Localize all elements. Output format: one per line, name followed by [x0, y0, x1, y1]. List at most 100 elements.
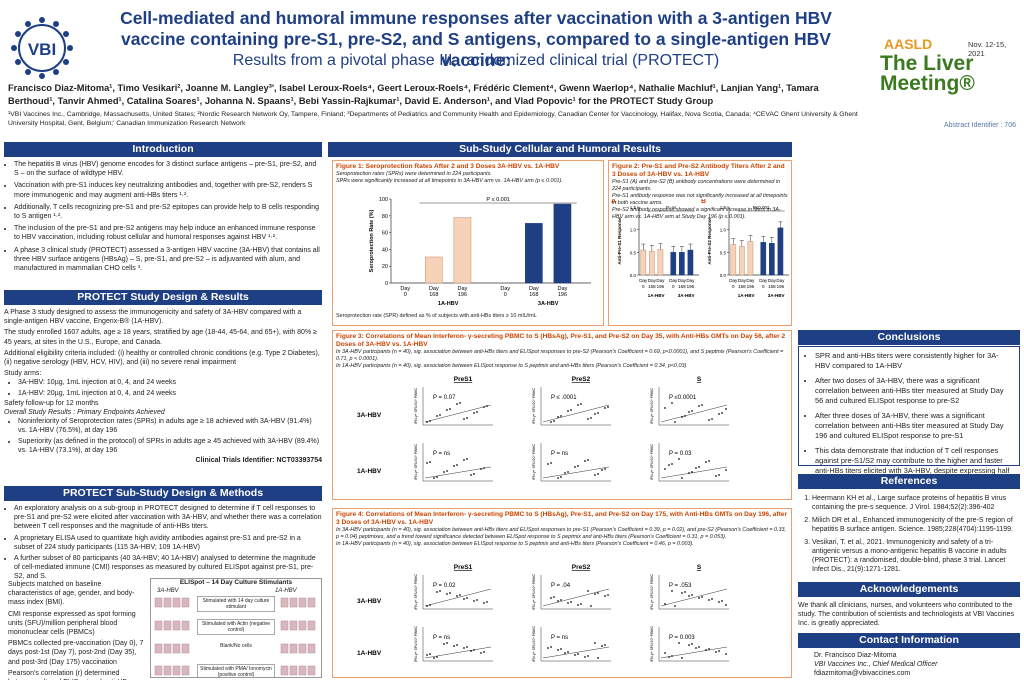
p-value-label: P ≤0.0001 — [669, 395, 697, 401]
data-point — [429, 604, 431, 606]
data-point — [607, 594, 609, 596]
data-point — [433, 477, 435, 479]
data-point — [604, 595, 606, 597]
y-tick-label: 40 — [382, 247, 388, 253]
data-point — [473, 412, 475, 414]
figure-3-caption: In 1A-HBV participants (n = 40), sig. as… — [336, 363, 688, 369]
p-value-label: P = .053 — [669, 583, 692, 589]
figure-3-caption: In 3A-HBV participants (n = 40), sig. as… — [336, 349, 784, 362]
data-point — [456, 644, 458, 646]
data-point — [459, 402, 461, 404]
data-point — [681, 657, 683, 659]
data-point — [473, 600, 475, 602]
data-point — [570, 409, 572, 411]
bar — [687, 249, 694, 276]
bar — [670, 252, 677, 276]
data-point — [711, 418, 713, 420]
data-point — [453, 645, 455, 647]
reference-item: Vesikari, T. et al., 2021. Immunogenicit… — [812, 538, 1020, 574]
data-point — [560, 648, 562, 650]
regression-line — [424, 404, 492, 423]
elispot-col-1a: 1A-HBV — [275, 588, 297, 594]
plot-axis-label: IFN-γ+ SFU/10⁶ PBMC — [532, 388, 536, 424]
conclusion-bullet: After two doses of 3A-HBV, there was a s… — [815, 376, 1013, 406]
group-label: 3A-HBV — [678, 293, 695, 298]
regression-line — [424, 588, 492, 607]
data-point — [429, 420, 431, 422]
bar — [649, 251, 655, 276]
data-point — [557, 600, 559, 602]
study-design-body: A Phase 3 study designed to assess the i… — [4, 308, 322, 465]
y-axis-label: Seroprotection Rate (%) — [369, 210, 375, 273]
conference-date: Nov. 12-15, 2021 — [968, 40, 1007, 58]
x-tick-label: Day — [529, 286, 539, 292]
plot-axis-label: IFN-γ+ SFU/10⁶ PBMC — [532, 574, 536, 610]
svg-text:VBI: VBI — [28, 40, 56, 59]
data-point — [708, 648, 710, 650]
data-point — [567, 471, 569, 473]
p-value-label: P = 0.03 — [669, 451, 692, 457]
data-point — [463, 598, 465, 600]
data-point — [574, 466, 576, 468]
data-point — [480, 468, 482, 470]
p-value-label: P=ns — [666, 205, 677, 210]
conclusions-box: SPR and anti-HBs titers were consistentl… — [798, 346, 1020, 485]
conclusion-bullet: SPR and anti-HBs titers were consistentl… — [815, 351, 1013, 371]
methods-paragraph: Pearson's correlation (r) determined bet… — [8, 669, 131, 680]
data-point — [577, 604, 579, 606]
data-point — [443, 471, 445, 473]
section-header-substudy: PROTECT Sub-Study Design & Methods — [4, 486, 322, 501]
design-paragraph: The study enrolled 1607 adults, age ≥ 18… — [4, 329, 317, 346]
data-point — [550, 597, 552, 599]
data-point — [664, 603, 666, 605]
data-point — [446, 593, 448, 595]
plot-axis-label: IFN-γ+ SFU/10⁶ PBMC — [650, 388, 654, 424]
regression-line — [424, 646, 492, 659]
group-label: 3A-HBV — [768, 293, 785, 298]
row-label: 1A-HBV — [357, 650, 382, 657]
elispot-row-label: Stimulated with Actin (negative control) — [197, 619, 275, 635]
data-point — [688, 644, 690, 646]
x-tick-label: Day — [656, 278, 665, 283]
data-point — [681, 477, 683, 479]
y-tick-label: 1.0 — [720, 228, 727, 233]
data-point — [560, 476, 562, 478]
figure-4-caption: In 1A-HBV participants (n = 40), sig. as… — [336, 541, 694, 547]
data-point — [439, 414, 441, 416]
plot-axis-label: IFN-γ+ SFU/10⁶ PBMC — [650, 574, 654, 610]
x-tick-label: 196 — [558, 292, 567, 298]
introduction-body: The hepatitis B virus (HBV) genome encod… — [4, 160, 322, 276]
y-tick-label: 0 — [385, 281, 388, 287]
contact-email[interactable]: fdiazmitoma@vbivaccines.com — [814, 670, 911, 678]
x-tick-label: 168 — [429, 292, 438, 298]
data-point — [668, 656, 670, 658]
group-label: 3A-HBV — [538, 301, 559, 307]
data-point — [590, 605, 592, 607]
substudy-bullet: A further subset of 80 participants (40 … — [14, 554, 322, 582]
plot-axis-label: IFN-γ+ SFU/10⁶ PBMC — [414, 388, 418, 424]
data-point — [463, 418, 465, 420]
x-tick-label: Day — [738, 278, 747, 283]
y-tick-label: 20 — [382, 264, 388, 270]
row-label: 1A-HBV — [357, 468, 382, 475]
data-point — [426, 654, 428, 656]
data-point — [446, 409, 448, 411]
row-label: 3A-HBV — [357, 598, 382, 605]
data-point — [601, 645, 603, 647]
data-point — [480, 652, 482, 654]
substudy-bullet: An exploratory analysis on a sub-group i… — [14, 504, 322, 532]
y-tick-label: 100 — [379, 197, 388, 203]
data-point — [725, 469, 727, 471]
bar — [769, 243, 775, 276]
data-point — [470, 474, 472, 476]
data-point — [446, 642, 448, 644]
p-value-label: P = ns — [433, 451, 450, 457]
x-tick-label: Day — [759, 278, 768, 283]
data-point — [584, 460, 586, 462]
data-point — [725, 604, 727, 606]
data-point — [564, 652, 566, 654]
data-point — [486, 405, 488, 407]
figure-2-title: Figure 2: Pre-S1 and Pre-S2 Antibody Tit… — [612, 163, 785, 178]
methods-paragraph: PBMCs collected pre-vaccination (Day 0),… — [8, 640, 144, 666]
